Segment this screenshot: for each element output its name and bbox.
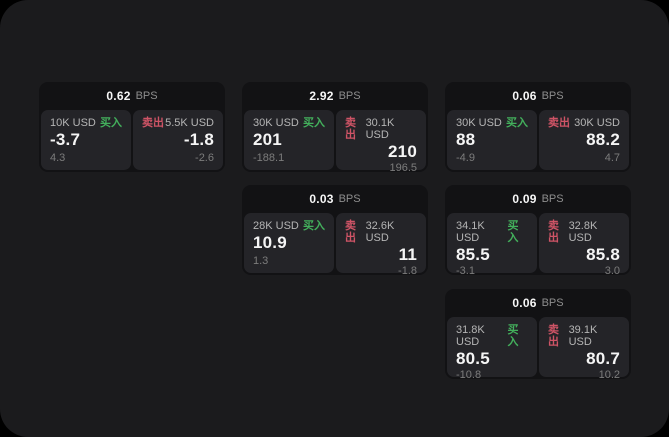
buy-price: 10.9 (253, 233, 287, 252)
buy-panel[interactable]: 28K USD 买入 10.9 1.3 (244, 213, 334, 273)
sell-label: 卖出 (345, 117, 356, 141)
bps-header: 0.09 BPS (447, 185, 629, 213)
buy-price: 88 (456, 130, 476, 149)
bps-value: 0.03 (309, 192, 334, 206)
buy-panel[interactable]: 30K USD 买入 201 -188.1 (244, 110, 334, 170)
sell-delta: 196.5 (389, 162, 417, 174)
sell-amount: 5.5K USD (165, 117, 214, 129)
sell-panel[interactable]: 卖出 39.1K USD 80.7 10.2 (539, 317, 629, 381)
buy-price: -3.7 (50, 130, 81, 149)
sell-price: -1.8 (183, 130, 214, 149)
quote-card: 0.06 BPS 30K USD 买入 88 -4.9 卖出 30K USD 8… (445, 82, 631, 172)
sell-panel[interactable]: 卖出 5.5K USD -1.8 -2.6 (133, 110, 223, 170)
buy-panel[interactable]: 34.1K USD 买入 85.5 -3.1 (447, 213, 537, 277)
bps-header: 0.62 BPS (41, 82, 223, 110)
sell-label: 卖出 (548, 117, 570, 129)
sell-amount: 32.6K USD (365, 220, 395, 244)
buy-amount: 30K USD (456, 117, 502, 129)
buy-panel[interactable]: 30K USD 买入 88 -4.9 (447, 110, 537, 170)
buy-delta: -10.8 (456, 369, 482, 381)
buy-delta: 1.3 (253, 255, 269, 267)
buy-label: 买入 (303, 220, 325, 232)
sell-delta: -2.6 (195, 152, 214, 164)
bps-header: 0.03 BPS (244, 185, 426, 213)
bps-value: 0.06 (512, 89, 537, 103)
bps-header: 0.06 BPS (447, 289, 629, 317)
buy-amount: 30K USD (253, 117, 299, 129)
sell-label: 卖出 (345, 220, 356, 244)
sell-label: 卖出 (548, 220, 559, 244)
bps-unit-label: BPS (541, 193, 564, 205)
sell-amount: 39.1K USD (568, 324, 598, 348)
buy-panel[interactable]: 10K USD 买入 -3.7 4.3 (41, 110, 131, 170)
bps-value: 0.06 (512, 296, 537, 310)
buy-amount: 28K USD (253, 220, 299, 232)
sell-panel[interactable]: 卖出 30.1K USD 210 196.5 (336, 110, 426, 174)
sell-amount: 30K USD (574, 117, 620, 129)
buy-label: 买入 (507, 220, 519, 244)
quote-card: 0.06 BPS 31.8K USD 买入 80.5 -10.8 卖出 39.1… (445, 289, 631, 381)
buy-amount: 31.8K USD (456, 324, 485, 348)
sell-panel[interactable]: 卖出 30K USD 88.2 4.7 (539, 110, 629, 170)
buy-amount: 34.1K USD (456, 220, 485, 244)
sell-delta: 4.7 (604, 152, 620, 164)
sell-delta: 10.2 (598, 369, 620, 381)
bps-header: 2.92 BPS (244, 82, 426, 110)
buy-delta: -3.1 (456, 265, 475, 277)
bps-unit-label: BPS (541, 297, 564, 309)
bps-value: 0.09 (512, 192, 537, 206)
buy-price: 201 (253, 130, 282, 149)
quote-card: 0.03 BPS 28K USD 买入 10.9 1.3 卖出 32.6K US… (242, 185, 428, 277)
sell-delta: -1.8 (398, 265, 417, 277)
sell-amount: 30.1K USD (365, 117, 395, 141)
buy-price: 85.5 (456, 245, 490, 264)
bps-unit-label: BPS (338, 90, 361, 102)
quote-card: 0.09 BPS 34.1K USD 买入 85.5 -3.1 卖出 32.8K… (445, 185, 631, 277)
buy-label: 买入 (303, 117, 325, 129)
buy-delta: -4.9 (456, 152, 475, 164)
buy-label: 买入 (506, 117, 528, 129)
sell-label: 卖出 (548, 324, 559, 348)
sell-price: 11 (398, 245, 417, 264)
bps-header: 0.06 BPS (447, 82, 629, 110)
quote-card: 0.62 BPS 10K USD 买入 -3.7 4.3 卖出 5.5K USD… (39, 82, 225, 172)
buy-delta: -188.1 (253, 152, 285, 164)
sell-panel[interactable]: 卖出 32.8K USD 85.8 3.0 (539, 213, 629, 277)
bps-value: 2.92 (309, 89, 334, 103)
sell-amount: 32.8K USD (568, 220, 598, 244)
buy-price: 80.5 (456, 349, 490, 368)
sell-price: 88.2 (586, 130, 620, 149)
bps-value: 0.62 (106, 89, 131, 103)
quote-card: 2.92 BPS 30K USD 买入 201 -188.1 卖出 30.1K … (242, 82, 428, 174)
sell-delta: 3.0 (604, 265, 620, 277)
sell-price: 85.8 (586, 245, 620, 264)
buy-label: 买入 (100, 117, 122, 129)
sell-price: 80.7 (586, 349, 620, 368)
sell-price: 210 (388, 142, 417, 161)
bps-unit-label: BPS (135, 90, 158, 102)
buy-delta: 4.3 (50, 152, 66, 164)
bps-unit-label: BPS (541, 90, 564, 102)
buy-label: 买入 (507, 324, 519, 348)
sell-label: 卖出 (142, 117, 164, 129)
buy-amount: 10K USD (50, 117, 96, 129)
buy-panel[interactable]: 31.8K USD 买入 80.5 -10.8 (447, 317, 537, 381)
bps-unit-label: BPS (338, 193, 361, 205)
sell-panel[interactable]: 卖出 32.6K USD 11 -1.8 (336, 213, 426, 277)
